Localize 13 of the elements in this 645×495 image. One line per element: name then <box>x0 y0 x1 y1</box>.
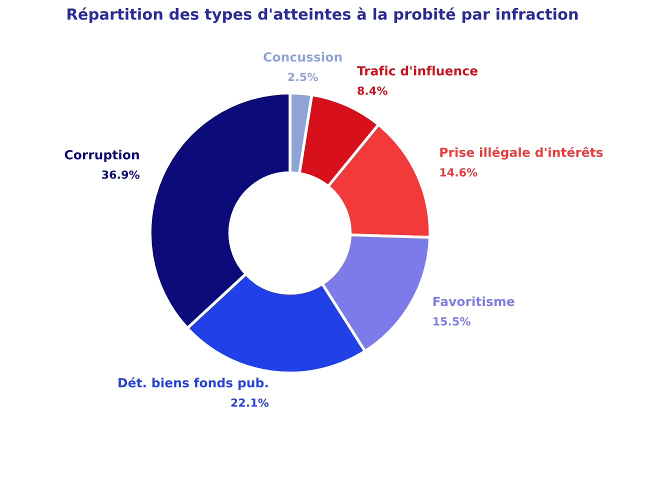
slice-label: Trafic d'influence <box>356 66 478 76</box>
data-label: 15.5% <box>434 317 470 326</box>
slice-label: Corruption <box>64 150 139 162</box>
slice-label: Concussion <box>264 52 342 62</box>
data-label: 14.6% <box>440 168 478 177</box>
data-label: 36.9% <box>102 170 140 179</box>
slice-label: Dét. biens fonds pub. <box>118 377 268 390</box>
data-label: 8.4% <box>358 86 388 95</box>
data-label: 2.5% <box>288 72 318 82</box>
data-label: 22.1% <box>231 398 269 407</box>
slice-label: Favoritisme <box>433 296 514 306</box>
chart-title: Répartition des types d'atteintes à la probité par infraction <box>68 7 578 23</box>
slice-label: Prise illégale d'intérêts <box>440 146 603 160</box>
